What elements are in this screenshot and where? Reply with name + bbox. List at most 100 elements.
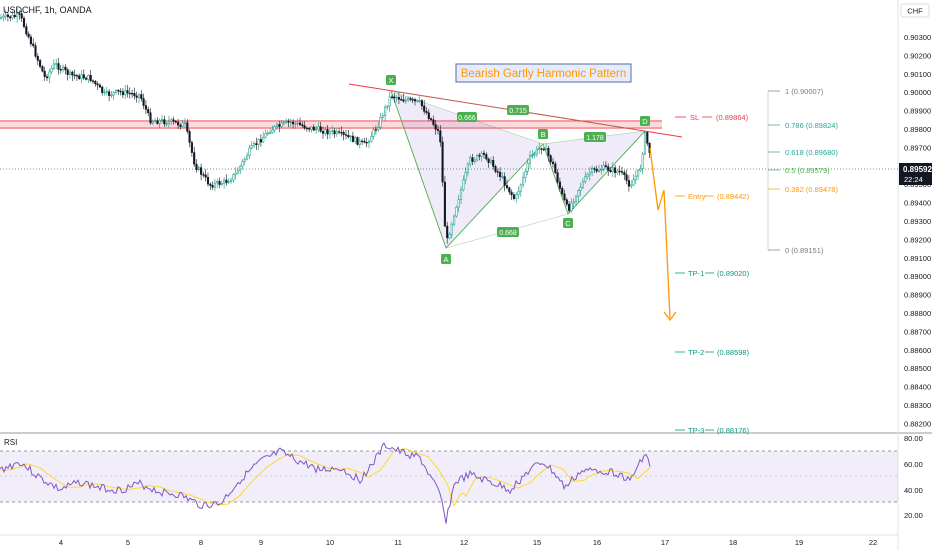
candle-body bbox=[609, 170, 612, 172]
candle-body bbox=[517, 191, 520, 195]
candle-body bbox=[269, 132, 272, 134]
price-tick-label: 0.89100 bbox=[904, 254, 931, 263]
candle-body bbox=[305, 127, 308, 130]
candle-body bbox=[55, 63, 58, 65]
candle-body bbox=[179, 124, 182, 127]
candle-body bbox=[469, 157, 472, 165]
rsi-axis[interactable]: 80.00 60.00 40.00 20.00 bbox=[904, 434, 923, 520]
candle-body bbox=[331, 130, 334, 132]
interval-text: 1h bbox=[45, 5, 55, 15]
candle-body bbox=[372, 129, 375, 137]
rsi-line bbox=[0, 441, 651, 524]
candle-body bbox=[400, 99, 403, 101]
candle-body bbox=[73, 74, 76, 77]
candle-body bbox=[340, 132, 343, 134]
time-tick-label: 11 bbox=[394, 538, 402, 547]
candle-body bbox=[225, 179, 228, 183]
candle-body bbox=[581, 181, 584, 188]
candle-body bbox=[482, 152, 486, 155]
candle-body bbox=[480, 152, 483, 157]
point-x-label: X bbox=[388, 76, 393, 85]
price-tick-label: 0.89900 bbox=[904, 107, 931, 116]
candle-body bbox=[147, 109, 150, 114]
candle-body bbox=[489, 160, 492, 163]
fib-label-0618: 0.618 (0.89680) bbox=[785, 148, 838, 157]
candle-body bbox=[556, 172, 559, 183]
candle-body bbox=[16, 13, 19, 18]
sl-label: SL bbox=[690, 113, 699, 122]
time-axis[interactable]: 4 5 8 9 10 11 12 15 16 17 18 19 22 bbox=[59, 538, 877, 547]
candle-body bbox=[285, 120, 288, 123]
pattern-title[interactable]: Bearish Gartly Harmonic Pattern bbox=[455, 63, 632, 83]
fib-retracement[interactable]: 1 (0.90007) 0.786 (0.89824) 0.618 (0.896… bbox=[767, 87, 838, 255]
ratio-bd-label: 1.178 bbox=[586, 135, 604, 142]
candle-body bbox=[453, 215, 456, 225]
candle-body bbox=[604, 165, 607, 168]
pattern-labels[interactable]: X A B C D 0.666 0.668 0.715 1.178 bbox=[386, 75, 650, 264]
candle-body bbox=[448, 234, 451, 239]
candle-body bbox=[623, 172, 626, 175]
projection-arrow[interactable] bbox=[649, 147, 677, 322]
candle-body bbox=[402, 99, 405, 102]
candle-body bbox=[154, 120, 157, 122]
point-a-box bbox=[441, 254, 451, 264]
candle-body bbox=[501, 176, 504, 178]
candle-body bbox=[229, 179, 233, 182]
candle-body bbox=[434, 124, 437, 130]
fib-label-0: 0 (0.89151) bbox=[785, 246, 824, 255]
candle-body bbox=[186, 122, 189, 132]
candle-body bbox=[287, 120, 290, 123]
candle-body bbox=[66, 69, 69, 75]
point-a-label: A bbox=[443, 255, 448, 264]
tp2-value: (0.88598) bbox=[717, 348, 750, 357]
candle-body bbox=[259, 139, 262, 143]
candle-body bbox=[262, 136, 265, 143]
header-separator-1: , bbox=[40, 5, 45, 15]
ratio-abc-label: 0.668 bbox=[499, 230, 517, 237]
candle-body bbox=[250, 145, 253, 149]
candle-body bbox=[266, 132, 269, 135]
candle-body bbox=[223, 179, 226, 184]
time-tick-label: 4 bbox=[59, 538, 63, 547]
candlestick-series[interactable] bbox=[0, 7, 651, 244]
candle-body bbox=[167, 121, 170, 124]
candle-body bbox=[294, 123, 297, 125]
candle-body bbox=[395, 97, 398, 99]
candle-body bbox=[614, 167, 617, 173]
candle-body bbox=[351, 135, 354, 142]
currency-button[interactable] bbox=[900, 3, 930, 18]
currency-label: CHF bbox=[907, 7, 923, 16]
candle-body bbox=[457, 199, 460, 208]
candle-body bbox=[59, 69, 62, 71]
candle-body bbox=[476, 155, 479, 161]
candle-body bbox=[321, 131, 325, 134]
candle-body bbox=[577, 190, 580, 197]
candle-body bbox=[278, 124, 281, 127]
trade-levels[interactable]: SL (0.89864) Entry (0.89442) TP-1 (0.890… bbox=[675, 113, 750, 435]
candle-body bbox=[586, 174, 589, 178]
candle-body bbox=[404, 99, 407, 102]
candle-body bbox=[140, 94, 143, 99]
candle-body bbox=[68, 71, 72, 75]
candle-body bbox=[436, 129, 440, 131]
candle-body bbox=[218, 181, 221, 185]
projection-path bbox=[649, 147, 671, 319]
candle-body bbox=[273, 126, 276, 131]
candle-body bbox=[289, 121, 292, 124]
candle-body bbox=[204, 174, 207, 178]
time-tick-label: 9 bbox=[259, 538, 263, 547]
tp3-value: (0.88176) bbox=[717, 426, 750, 435]
candle-body bbox=[80, 74, 83, 80]
candle-body bbox=[547, 148, 550, 156]
candle-body bbox=[554, 163, 557, 173]
title-box bbox=[455, 63, 632, 83]
candle-body bbox=[561, 188, 564, 195]
candle-body bbox=[2, 15, 5, 19]
candle-body bbox=[512, 194, 515, 199]
candle-body bbox=[36, 55, 39, 61]
rsi-ma-line bbox=[0, 448, 651, 507]
candle-body bbox=[390, 96, 394, 98]
candle-body bbox=[533, 153, 536, 156]
resistance-zone[interactable] bbox=[0, 120, 662, 129]
